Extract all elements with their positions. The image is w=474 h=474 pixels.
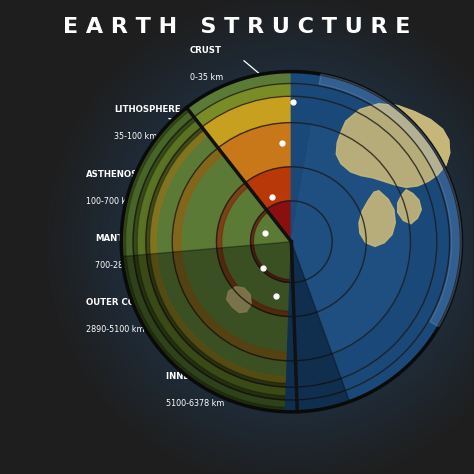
Text: ASTHENOSPHERE: ASTHENOSPHERE: [86, 170, 170, 179]
Wedge shape: [292, 125, 410, 354]
Wedge shape: [217, 183, 294, 317]
Wedge shape: [251, 210, 293, 283]
Circle shape: [172, 123, 410, 361]
Text: 700-2890 km: 700-2890 km: [95, 261, 149, 270]
Circle shape: [121, 72, 462, 412]
Text: E A R T H   S T R U C T U R E: E A R T H S T R U C T U R E: [64, 17, 410, 37]
Wedge shape: [133, 117, 297, 400]
Text: CRUST: CRUST: [190, 46, 222, 55]
Polygon shape: [398, 190, 421, 224]
Wedge shape: [285, 72, 462, 412]
Circle shape: [133, 83, 449, 400]
Polygon shape: [227, 287, 251, 313]
Polygon shape: [359, 191, 395, 246]
Polygon shape: [227, 287, 251, 313]
Text: LITHOSPHERE: LITHOSPHERE: [114, 105, 181, 114]
Wedge shape: [172, 148, 295, 361]
Circle shape: [121, 72, 462, 412]
Wedge shape: [121, 108, 297, 412]
Polygon shape: [336, 104, 450, 187]
Wedge shape: [172, 148, 295, 361]
Text: 35-100 km: 35-100 km: [114, 132, 157, 141]
Text: 2890-5100 km: 2890-5100 km: [86, 325, 144, 334]
Wedge shape: [121, 108, 297, 412]
Wedge shape: [121, 108, 297, 412]
Circle shape: [198, 97, 436, 335]
Circle shape: [251, 201, 332, 283]
Text: INNER CORE: INNER CORE: [166, 372, 225, 381]
Text: OUTER CORE: OUTER CORE: [86, 298, 147, 307]
Wedge shape: [146, 127, 296, 387]
Circle shape: [217, 167, 366, 317]
Text: 100-700 km: 100-700 km: [86, 197, 134, 206]
Wedge shape: [217, 183, 294, 317]
Wedge shape: [133, 117, 297, 400]
Text: 5100-6378 km: 5100-6378 km: [166, 399, 225, 408]
Wedge shape: [146, 127, 296, 387]
Wedge shape: [133, 117, 297, 400]
Circle shape: [146, 96, 437, 387]
Wedge shape: [146, 127, 296, 387]
Text: 0-35 km: 0-35 km: [190, 73, 223, 82]
Wedge shape: [122, 242, 349, 412]
Wedge shape: [251, 210, 293, 283]
Wedge shape: [319, 74, 462, 327]
Polygon shape: [336, 104, 450, 187]
Polygon shape: [359, 191, 395, 246]
Polygon shape: [398, 190, 421, 224]
Text: MANTLE: MANTLE: [95, 234, 135, 243]
